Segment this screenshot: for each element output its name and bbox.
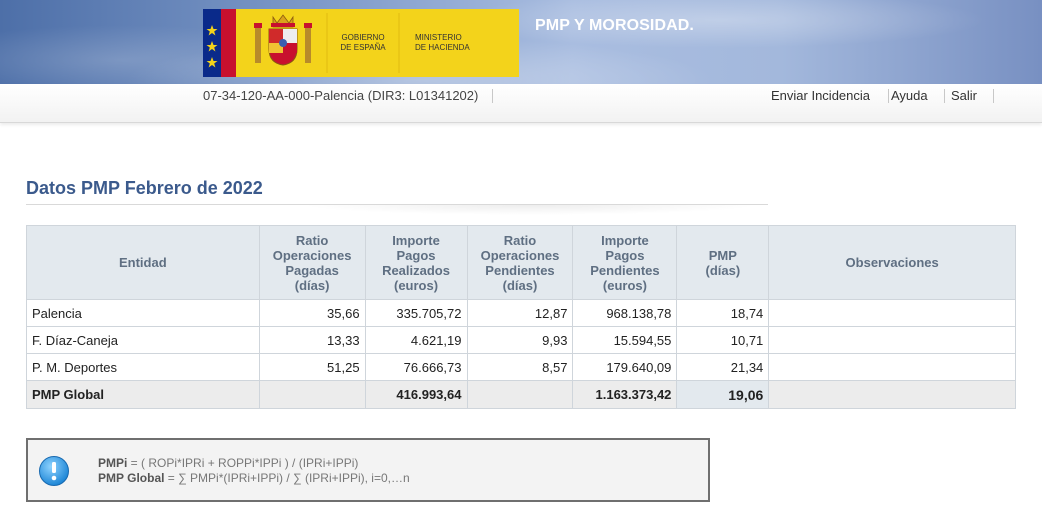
title-shadow xyxy=(300,205,760,215)
ministerio-text-1: MINISTERIO xyxy=(415,33,462,42)
entity-bar: 07-34-120-AA-000-Palencia (DIR3: L013412… xyxy=(0,84,1042,123)
cell-pmp: 18,74 xyxy=(676,299,770,327)
app-title: PMP Y MOROSIDAD. xyxy=(535,17,694,34)
title-divider xyxy=(26,204,768,205)
cell-ratio-pagadas: 13,33 xyxy=(258,326,366,354)
enviar-incidencia-link[interactable]: Enviar Incidencia xyxy=(771,89,889,103)
col-header-entidad: Entidad xyxy=(26,225,260,300)
gobierno-text-2: DE ESPAÑA xyxy=(340,43,386,52)
cell-empty xyxy=(258,380,366,409)
col-header-ratio-pagadas: Ratio Operaciones Pagadas (días) xyxy=(258,225,366,300)
cell-global-label: PMP Global xyxy=(26,380,260,409)
formula-info-box: PMPi = ( ROPi*IPRi + ROPPi*IPPi ) / (IPR… xyxy=(26,438,710,502)
cell-global-pmp: 19,06 xyxy=(676,380,770,409)
cell-global-importe-realizados: 416.993,64 xyxy=(364,380,468,409)
cell-importe-realizados: 4.621,19 xyxy=(364,326,468,354)
gobierno-logo: GOBIERNO DE ESPAÑA MINISTERIO DE HACIEND… xyxy=(203,9,519,77)
table-row: Palencia 35,66 335.705,72 12,87 968.138,… xyxy=(26,299,1016,327)
link-divider xyxy=(944,89,945,103)
cell-importe-realizados: 335.705,72 xyxy=(364,299,468,327)
cell-importe-pendientes: 179.640,09 xyxy=(572,353,678,381)
cell-ratio-pagadas: 35,66 xyxy=(258,299,366,327)
table-row: F. Díaz-Caneja 13,33 4.621,19 9,93 15.59… xyxy=(26,326,1016,354)
col-header-observaciones: Observaciones xyxy=(768,225,1016,300)
eu-stars-icon xyxy=(206,25,218,68)
header-banner: GOBIERNO DE ESPAÑA MINISTERIO DE HACIEND… xyxy=(0,0,1042,84)
cell-ratio-pendientes: 8,57 xyxy=(466,353,574,381)
gobierno-text-1: GOBIERNO xyxy=(341,33,384,42)
cell-ratio-pendientes: 12,87 xyxy=(466,299,574,327)
col-header-ratio-pendientes: Ratio Operaciones Pendientes (días) xyxy=(466,225,574,300)
link-divider xyxy=(993,89,994,103)
pmp-table: Entidad Ratio Operaciones Pagadas (días) Im… xyxy=(26,225,1016,409)
cell-importe-pendientes: 15.594,55 xyxy=(572,326,678,354)
escudo-icon xyxy=(254,14,312,66)
ministerio-text-2: DE HACIENDA xyxy=(415,43,470,52)
cell-ratio-pagadas: 51,25 xyxy=(258,353,366,381)
salir-link[interactable]: Salir xyxy=(951,88,978,103)
cell-pmp: 10,71 xyxy=(676,326,770,354)
cell-global-importe-pendientes: 1.163.373,42 xyxy=(572,380,678,409)
page-title: Datos PMP Febrero de 2022 xyxy=(26,178,263,198)
cell-ratio-pendientes: 9,93 xyxy=(466,326,574,354)
cell-observaciones xyxy=(768,299,1016,327)
col-header-pmp: PMP (días) xyxy=(676,225,770,300)
cell-entidad: F. Díaz-Caneja xyxy=(26,326,260,354)
cell-empty xyxy=(466,380,574,409)
cell-entidad: Palencia xyxy=(26,299,260,327)
formula-line-global: PMP Global = ∑ PMPi*(IPRi+IPPi) / ∑ (IPR… xyxy=(98,471,410,485)
global-row: PMP Global 416.993,64 1.163.373,42 19,06 xyxy=(26,380,1016,409)
info-icon xyxy=(39,456,69,486)
formula-line-pmpi: PMPi = ( ROPi*IPRi + ROPPi*IPPi ) / (IPR… xyxy=(98,456,359,470)
ayuda-link[interactable]: Ayuda xyxy=(891,88,928,103)
cell-observaciones xyxy=(768,353,1016,381)
cell-observaciones xyxy=(768,326,1016,354)
table-row: P. M. Deportes 51,25 76.666,73 8,57 179.… xyxy=(26,353,1016,381)
cell-importe-realizados: 76.666,73 xyxy=(364,353,468,381)
entity-identifier: 07-34-120-AA-000-Palencia (DIR3: L013412… xyxy=(203,89,494,103)
col-header-importe-pendientes: Importe Pagos Pendientes (euros) xyxy=(572,225,678,300)
cell-entidad: P. M. Deportes xyxy=(26,353,260,381)
formula-text: PMPi = ( ROPi*IPRi + ROPPi*IPPi ) / (IPR… xyxy=(98,456,410,486)
cell-pmp: 21,34 xyxy=(676,353,770,381)
cell-empty xyxy=(768,380,1016,409)
col-header-importe-realizados: Importe Pagos Realizados (euros) xyxy=(364,225,468,300)
cell-importe-pendientes: 968.138,78 xyxy=(572,299,678,327)
table-header-row: Entidad Ratio Operaciones Pagadas (días) Im… xyxy=(26,225,1016,300)
